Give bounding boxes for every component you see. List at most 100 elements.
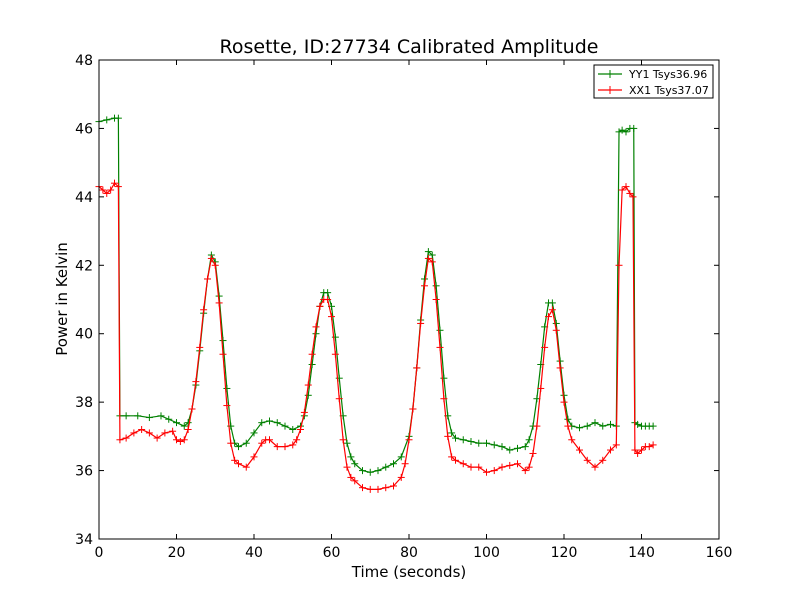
data-point (649, 441, 657, 449)
data-point (343, 439, 351, 447)
data-point (475, 463, 483, 471)
data-point (250, 429, 258, 437)
data-point (413, 364, 421, 372)
x-tick-label: 100 (473, 545, 500, 561)
data-point (289, 426, 297, 434)
series-2 (95, 179, 657, 493)
legend-entry[interactable]: XX1 Tsys37.07 (598, 84, 709, 97)
data-point (116, 436, 124, 444)
legend-entry[interactable]: YY1 Tsys36.96 (598, 68, 707, 81)
data-point (548, 306, 556, 314)
data-point (612, 441, 620, 449)
data-point (424, 248, 432, 256)
data-point (409, 405, 417, 413)
data-point (626, 189, 634, 197)
data-point (374, 467, 382, 475)
data-point (308, 350, 316, 358)
data-point (552, 319, 560, 327)
data-point (607, 420, 614, 428)
data-point (196, 343, 204, 351)
data-point (390, 460, 397, 468)
data-point (459, 436, 467, 444)
y-tick-label: 36 (75, 464, 93, 480)
data-point (324, 289, 332, 297)
data-point (223, 402, 231, 410)
data-point (467, 437, 475, 445)
x-tick-label: 60 (323, 545, 341, 561)
data-point (130, 429, 138, 437)
data-point (514, 444, 521, 452)
data-point (649, 422, 657, 430)
data-point (200, 306, 208, 314)
data-point (521, 443, 529, 451)
data-point (351, 460, 359, 468)
data-point (184, 419, 192, 427)
data-point (122, 434, 130, 442)
data-point (180, 436, 188, 444)
data-point (308, 361, 316, 369)
data-point (258, 419, 266, 427)
data-point (211, 261, 219, 269)
data-point (428, 251, 436, 259)
data-point (607, 446, 614, 454)
data-point (560, 398, 568, 406)
data-point (328, 313, 335, 321)
y-axis-label: Power in Kelvin (53, 242, 71, 356)
data-point (297, 426, 304, 434)
data-point (521, 467, 529, 475)
legend-label: YY1 Tsys36.96 (628, 68, 707, 81)
data-point (312, 330, 320, 338)
data-point (223, 384, 231, 392)
data-point (564, 422, 572, 430)
legend-box (593, 64, 714, 99)
data-point (242, 439, 250, 447)
data-point (153, 434, 161, 442)
plot-area (99, 60, 719, 539)
data-point (188, 405, 196, 413)
data-point (289, 441, 297, 449)
data-point (114, 114, 122, 122)
data-point (157, 412, 165, 420)
data-point (432, 282, 440, 290)
y-tick-label: 42 (75, 258, 93, 274)
y-tick-label: 44 (75, 190, 93, 206)
data-point (359, 467, 366, 475)
data-point (498, 463, 506, 471)
data-point (436, 343, 444, 351)
data-point (111, 179, 118, 187)
y-tick-label: 40 (75, 327, 93, 343)
data-point (204, 275, 211, 283)
data-point (615, 261, 623, 269)
x-tick-label: 40 (245, 545, 263, 561)
data-point (490, 441, 498, 449)
data-point (417, 319, 425, 327)
data-point (618, 126, 626, 134)
data-point (351, 477, 359, 485)
data-point (374, 485, 382, 493)
data-point (405, 436, 413, 444)
data-point (165, 415, 173, 423)
data-point (545, 313, 552, 321)
data-point (444, 432, 452, 440)
data-point (235, 443, 242, 451)
data-point (304, 381, 312, 389)
data-point (514, 460, 521, 468)
data-point (366, 468, 374, 476)
y-tick-label: 46 (75, 121, 93, 137)
data-point (618, 186, 626, 194)
data-point (556, 364, 564, 372)
data-point (219, 337, 227, 345)
data-point (432, 296, 440, 303)
data-point (343, 463, 351, 471)
data-point (645, 443, 653, 451)
data-point (103, 116, 111, 124)
data-point (99, 186, 107, 194)
data-point (452, 456, 459, 464)
data-point (231, 456, 239, 464)
data-point (281, 443, 289, 451)
data-point (564, 415, 572, 423)
legend[interactable]: YY1 Tsys36.96 XX1 Tsys37.07 (593, 64, 714, 99)
data-point (145, 414, 153, 422)
